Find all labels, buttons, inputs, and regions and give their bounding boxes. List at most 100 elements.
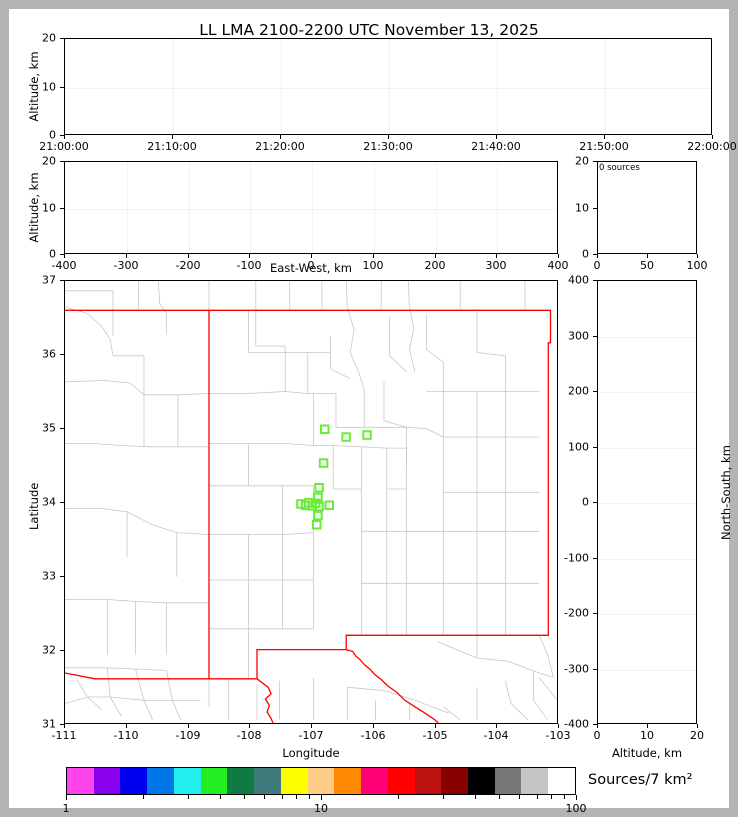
county-line xyxy=(538,677,557,702)
county-line xyxy=(407,281,416,373)
colorbar-segment xyxy=(67,768,94,794)
map-lon-tick-x-1: -110 xyxy=(113,729,139,742)
figure-title: LL LMA 2100-2200 UTC November 13, 2025 xyxy=(199,21,539,39)
gridline xyxy=(281,39,282,134)
county-line xyxy=(335,393,365,428)
colorbar-segment xyxy=(93,768,121,794)
map-lat-tick-y-3: 34 xyxy=(42,495,56,509)
county-line xyxy=(65,696,201,704)
source-marker xyxy=(312,520,322,530)
county-line xyxy=(209,391,336,394)
north-south-tick-y-0: -400 xyxy=(564,717,589,731)
county-line xyxy=(113,355,145,395)
county-line xyxy=(106,667,122,717)
north-south-tick-x-1: 10 xyxy=(640,729,654,742)
time-height-tick-x-6: 22:00:00 xyxy=(687,140,737,153)
north-south-tick-y-4: 0 xyxy=(582,495,589,509)
colorbar-segment xyxy=(280,768,308,794)
map-lon-tick-x-4: -107 xyxy=(298,729,324,742)
colorbar-segment xyxy=(414,768,442,794)
colorbar-segment xyxy=(147,768,174,794)
north-south-tick-y-3: -100 xyxy=(564,551,589,565)
gridline xyxy=(250,162,251,253)
map-lon-tick-x-5: -106 xyxy=(360,729,386,742)
north-south-tick-x-2: 20 xyxy=(690,729,704,742)
colorbar-segment xyxy=(334,768,362,794)
source-marker xyxy=(320,424,330,434)
gridline xyxy=(374,162,375,253)
north-south-tick-y-7: 300 xyxy=(568,329,589,343)
alt-hist-tick-y-0: 0 xyxy=(582,247,589,261)
map-lon-tick-x-8: -103 xyxy=(545,729,571,742)
county-line xyxy=(406,531,444,584)
colorbar-segment xyxy=(200,768,228,794)
east-west-tick-x-2: -200 xyxy=(175,259,201,272)
north-south-tick-y-5: 100 xyxy=(568,440,589,454)
map-panel[interactable] xyxy=(64,280,558,724)
alt-hist-tick-x-2: 100 xyxy=(686,259,708,272)
map-lat-tick-y-6: 37 xyxy=(42,273,56,287)
county-line xyxy=(386,448,407,490)
county-line xyxy=(313,445,407,449)
county-line xyxy=(360,531,387,584)
county-line xyxy=(386,583,407,636)
colorbar-segment xyxy=(361,768,388,794)
time-height-tick-y-0: 0 xyxy=(49,128,56,142)
map-lon-tick-x-6: -105 xyxy=(422,729,448,742)
county-line xyxy=(476,391,506,438)
map-lon-tick-x-7: -104 xyxy=(483,729,509,742)
north-south-xlabel: Altitude, km xyxy=(611,746,683,760)
county-line xyxy=(329,336,351,379)
county-line xyxy=(389,316,407,373)
north-south-tick-y-8: 400 xyxy=(568,273,589,287)
gridline xyxy=(598,559,696,560)
east-west-panel[interactable] xyxy=(64,161,558,254)
county-line xyxy=(166,670,182,720)
county-line xyxy=(476,583,506,636)
time-height-panel[interactable] xyxy=(64,38,712,135)
gridline xyxy=(598,448,696,449)
gridline xyxy=(598,392,696,393)
gridline xyxy=(598,614,696,615)
altitude-histogram-panel[interactable] xyxy=(597,161,697,254)
source-markers xyxy=(296,424,372,530)
time-height-tick-x-5: 21:50:00 xyxy=(579,140,629,153)
source-marker xyxy=(313,492,323,503)
source-marker xyxy=(314,501,324,512)
county-line xyxy=(347,686,450,714)
gridline xyxy=(65,209,557,210)
border-segment-a xyxy=(256,678,274,723)
county-line xyxy=(209,532,314,535)
gridline xyxy=(65,88,711,89)
time-height-tick-y-2: 20 xyxy=(42,31,56,45)
alt-hist-tick-y-2: 20 xyxy=(575,154,589,168)
county-line xyxy=(476,310,506,392)
county-line xyxy=(65,443,209,448)
north-south-panel[interactable] xyxy=(597,280,697,724)
east-west-tick-x-8: 400 xyxy=(547,259,569,272)
county-line xyxy=(255,310,286,392)
colorbar-mid-label: 10 xyxy=(314,802,328,815)
map-artwork xyxy=(65,281,557,723)
rio-grande-border xyxy=(346,648,440,723)
county-line xyxy=(437,641,478,659)
county-line xyxy=(144,393,210,396)
east-west-tick-x-3: -100 xyxy=(236,259,262,272)
county-line xyxy=(65,508,210,535)
time-height-tick-x-2: 21:20:00 xyxy=(255,140,305,153)
gridline xyxy=(389,39,390,134)
county-line xyxy=(65,599,209,604)
county-line xyxy=(360,489,387,532)
county-line xyxy=(386,531,407,584)
north-south-tick-x-0: 0 xyxy=(593,729,601,742)
county-line xyxy=(360,583,387,636)
north-south-ylabel: North-South, km xyxy=(719,445,733,540)
colorbar[interactable] xyxy=(66,767,576,795)
map-lon-tick-x-0: -111 xyxy=(51,729,77,742)
east-west-tick-x-1: -300 xyxy=(113,259,139,272)
county-line xyxy=(425,313,444,392)
figure-canvas: LL LMA 2100-2200 UTC November 13, 2025 A… xyxy=(9,9,737,815)
colorbar-segment xyxy=(173,768,201,794)
gridline xyxy=(436,162,437,253)
county-line xyxy=(442,492,478,532)
